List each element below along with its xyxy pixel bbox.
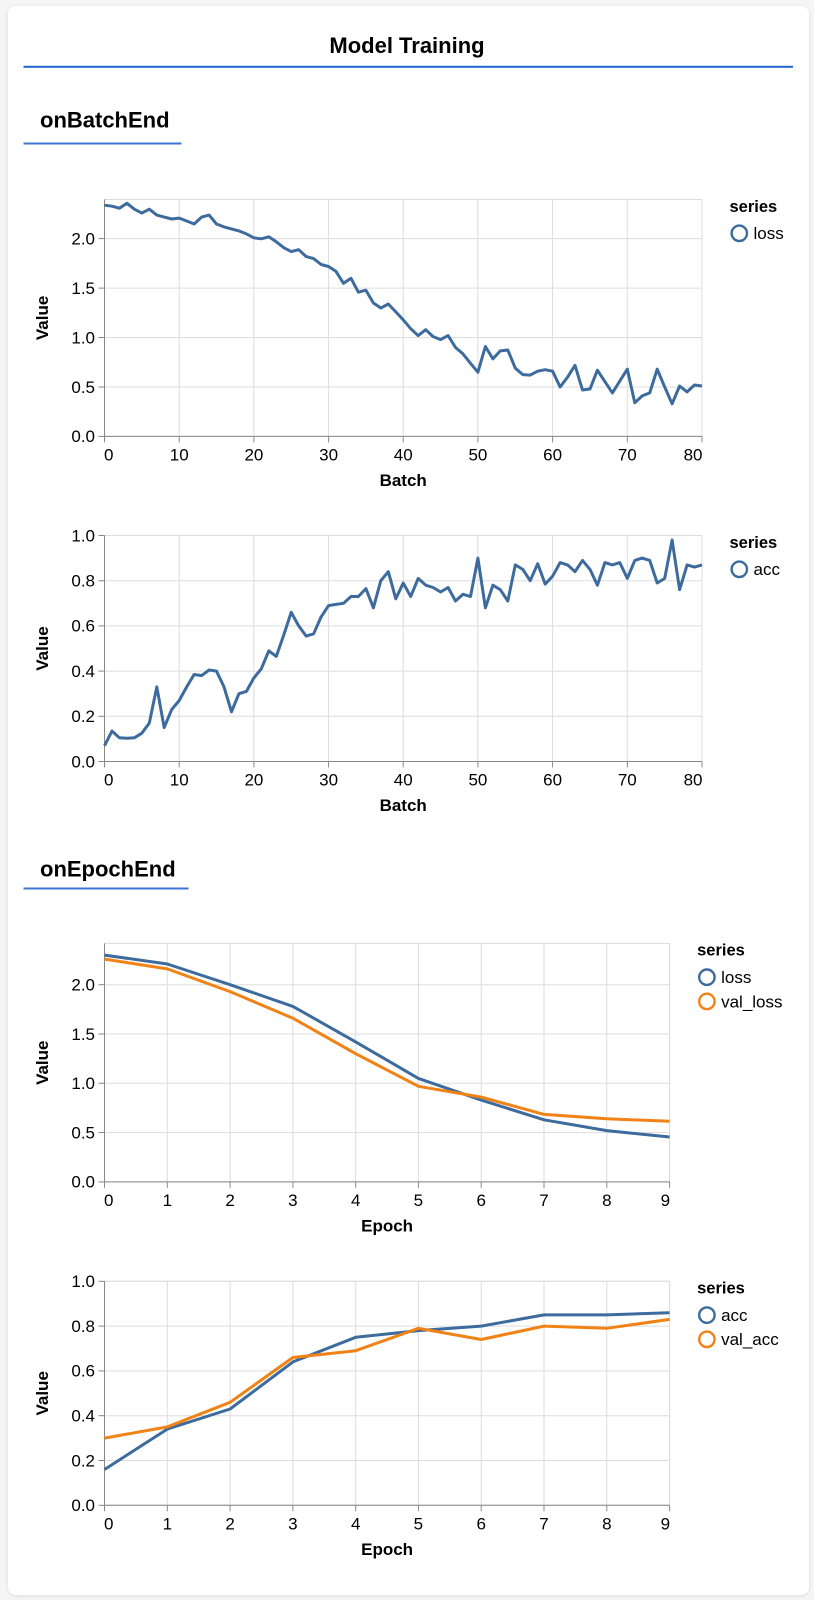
svg-text:onBatchEnd: onBatchEnd	[40, 107, 170, 132]
svg-text:80: 80	[684, 771, 703, 790]
svg-text:7: 7	[539, 1191, 548, 1210]
svg-text:5: 5	[414, 1515, 423, 1534]
svg-text:Model Training: Model Training	[329, 33, 484, 58]
svg-text:series: series	[730, 534, 778, 552]
svg-text:Batch: Batch	[380, 796, 427, 815]
svg-text:3: 3	[288, 1191, 297, 1210]
svg-text:1.5: 1.5	[71, 1025, 95, 1044]
svg-text:0.8: 0.8	[71, 572, 95, 591]
svg-text:2.0: 2.0	[71, 229, 95, 248]
svg-text:0.0: 0.0	[71, 1496, 95, 1515]
svg-text:acc: acc	[754, 560, 781, 579]
svg-text:1: 1	[163, 1191, 172, 1210]
svg-text:80: 80	[684, 446, 703, 465]
svg-text:val_acc: val_acc	[721, 1330, 779, 1349]
svg-text:6: 6	[476, 1191, 485, 1210]
svg-text:0.6: 0.6	[71, 617, 95, 636]
svg-text:4: 4	[351, 1191, 360, 1210]
svg-text:0.5: 0.5	[71, 1123, 95, 1142]
svg-text:Epoch: Epoch	[361, 1216, 413, 1235]
svg-text:70: 70	[618, 446, 637, 465]
svg-text:1.0: 1.0	[71, 328, 95, 347]
svg-text:series: series	[697, 1280, 745, 1298]
svg-text:onEpochEnd: onEpochEnd	[40, 856, 176, 881]
svg-text:10: 10	[170, 771, 189, 790]
svg-text:8: 8	[602, 1191, 611, 1210]
svg-text:50: 50	[468, 446, 487, 465]
svg-text:2: 2	[225, 1515, 234, 1534]
svg-text:60: 60	[543, 446, 562, 465]
svg-text:30: 30	[319, 771, 338, 790]
svg-text:60: 60	[543, 771, 562, 790]
svg-text:8: 8	[602, 1515, 611, 1534]
svg-text:0.5: 0.5	[71, 378, 95, 397]
svg-text:Value: Value	[33, 296, 52, 340]
svg-text:0.0: 0.0	[71, 752, 95, 771]
svg-text:1.0: 1.0	[71, 526, 95, 545]
svg-text:2.0: 2.0	[71, 976, 95, 995]
svg-text:0.0: 0.0	[71, 427, 95, 446]
svg-text:acc: acc	[721, 1306, 748, 1325]
svg-text:0.4: 0.4	[71, 662, 95, 681]
svg-text:70: 70	[618, 771, 637, 790]
svg-text:Batch: Batch	[380, 471, 427, 490]
svg-text:9: 9	[661, 1191, 670, 1210]
svg-text:loss: loss	[754, 224, 784, 243]
svg-text:0: 0	[104, 771, 113, 790]
svg-text:9: 9	[661, 1515, 670, 1534]
svg-text:1: 1	[163, 1515, 172, 1534]
svg-text:0: 0	[104, 1191, 113, 1210]
svg-text:30: 30	[319, 446, 338, 465]
svg-text:Epoch: Epoch	[361, 1540, 413, 1559]
svg-text:1.5: 1.5	[71, 279, 95, 298]
svg-text:4: 4	[351, 1515, 360, 1534]
svg-text:series: series	[697, 942, 745, 960]
svg-text:2: 2	[225, 1191, 234, 1210]
svg-text:50: 50	[468, 771, 487, 790]
svg-text:0.4: 0.4	[71, 1407, 95, 1426]
svg-text:Value: Value	[33, 1371, 52, 1415]
svg-text:6: 6	[476, 1515, 485, 1534]
svg-text:20: 20	[244, 771, 263, 790]
svg-text:0.8: 0.8	[71, 1317, 95, 1336]
svg-text:5: 5	[414, 1191, 423, 1210]
svg-text:0: 0	[104, 1515, 113, 1534]
svg-text:1.0: 1.0	[71, 1074, 95, 1093]
svg-text:0.6: 0.6	[71, 1362, 95, 1381]
svg-text:7: 7	[539, 1515, 548, 1534]
svg-text:series: series	[730, 198, 778, 216]
svg-text:3: 3	[288, 1515, 297, 1534]
svg-text:10: 10	[170, 446, 189, 465]
svg-text:loss: loss	[721, 968, 751, 987]
svg-text:0.2: 0.2	[71, 707, 95, 726]
svg-text:0.0: 0.0	[71, 1173, 95, 1192]
svg-text:Value: Value	[33, 626, 52, 670]
svg-text:1.0: 1.0	[71, 1272, 95, 1291]
svg-text:Value: Value	[33, 1040, 52, 1084]
svg-text:0: 0	[104, 446, 113, 465]
svg-text:40: 40	[394, 771, 413, 790]
svg-text:0.2: 0.2	[71, 1451, 95, 1470]
svg-text:40: 40	[394, 446, 413, 465]
svg-text:val_loss: val_loss	[721, 992, 782, 1011]
svg-text:20: 20	[244, 446, 263, 465]
